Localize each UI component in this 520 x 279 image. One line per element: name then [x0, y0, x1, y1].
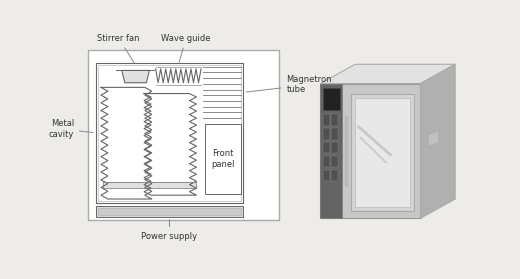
- Bar: [98, 65, 241, 201]
- Text: Power supply: Power supply: [141, 220, 198, 241]
- Bar: [323, 156, 330, 167]
- Bar: [331, 156, 338, 167]
- Bar: [331, 114, 338, 126]
- Bar: [320, 83, 421, 218]
- Bar: [103, 182, 196, 188]
- Text: Stirrer fan: Stirrer fan: [97, 34, 140, 63]
- Bar: [323, 114, 330, 126]
- Bar: [323, 128, 330, 140]
- Bar: [96, 63, 243, 203]
- Bar: [323, 142, 330, 153]
- Bar: [331, 142, 338, 153]
- Bar: [320, 83, 342, 218]
- Text: Metal
cavity: Metal cavity: [49, 119, 93, 139]
- Bar: [205, 124, 241, 194]
- Polygon shape: [421, 64, 455, 218]
- Bar: [355, 98, 410, 207]
- Bar: [323, 170, 330, 181]
- Bar: [323, 88, 340, 110]
- Polygon shape: [122, 70, 149, 83]
- Bar: [331, 170, 338, 181]
- Polygon shape: [320, 64, 455, 83]
- Bar: [98, 208, 241, 215]
- Text: Magnetron
tube: Magnetron tube: [246, 75, 332, 94]
- Bar: [331, 128, 338, 140]
- Bar: [96, 206, 243, 217]
- FancyArrow shape: [321, 140, 343, 150]
- Text: Wave guide: Wave guide: [161, 34, 211, 62]
- Bar: [351, 94, 414, 211]
- Bar: [88, 50, 279, 220]
- Text: Front
panel: Front panel: [211, 149, 235, 169]
- Polygon shape: [428, 131, 439, 146]
